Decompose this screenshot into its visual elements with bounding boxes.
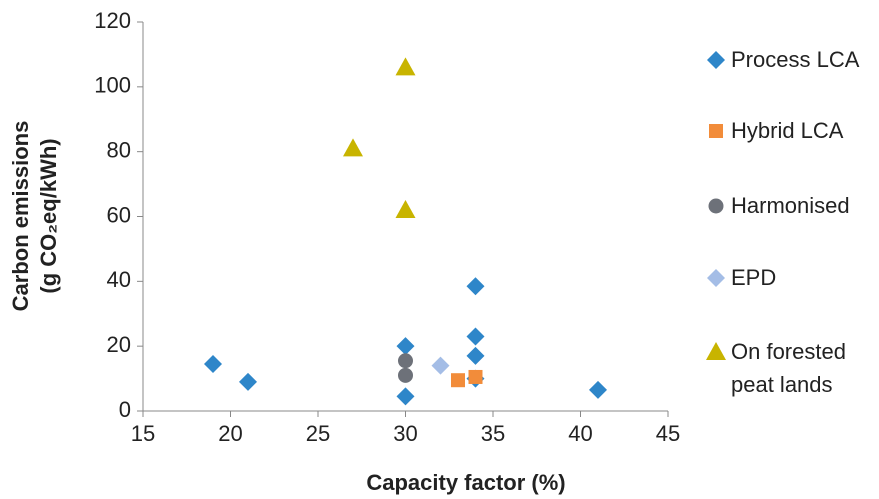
legend-label: Harmonised: [731, 193, 850, 218]
y-tick-label: 40: [107, 267, 131, 292]
y-tick-label: 0: [119, 397, 131, 422]
data-point: [396, 387, 415, 406]
data-point: [204, 354, 222, 373]
legend-marker: [709, 124, 723, 138]
data-point: [398, 367, 413, 383]
data-point: [466, 277, 485, 296]
x-axis-label: Capacity factor (%): [366, 470, 565, 495]
x-tick-label: 25: [306, 421, 330, 446]
legend-marker: [708, 198, 724, 214]
data-point: [395, 200, 416, 219]
y-axis-label: Carbon emissions: [8, 121, 33, 312]
legend-label: On forested peat lands: [731, 339, 846, 397]
legend-label: EPD: [731, 265, 777, 290]
legend-label: Hybrid LCA: [731, 118, 844, 143]
x-tick-label: 35: [481, 421, 505, 446]
data-point: [343, 138, 363, 157]
x-tick-label: 45: [656, 421, 680, 446]
data-point: [466, 327, 485, 346]
data-point: [395, 57, 416, 76]
x-tick-label: 20: [218, 421, 242, 446]
legend-marker: [706, 342, 726, 360]
data-point: [396, 337, 415, 356]
y-tick-label: 120: [94, 8, 131, 33]
x-tick-label: 40: [568, 421, 592, 446]
y-tick-label: 20: [107, 332, 131, 357]
x-tick-label: 30: [393, 421, 417, 446]
y-axis-label: (g CO₂eq/kWh): [36, 138, 61, 293]
x-tick-label: 15: [131, 421, 155, 446]
y-tick-label: 80: [107, 137, 131, 162]
data-point: [468, 369, 483, 384]
y-tick-label: 60: [107, 202, 131, 227]
data-point: [431, 356, 450, 375]
legend-marker: [707, 51, 725, 69]
data-point: [466, 346, 485, 365]
y-tick-label: 100: [94, 73, 131, 98]
data-point: [589, 380, 607, 399]
data-point: [239, 372, 257, 391]
data-point: [398, 353, 413, 369]
data-point: [451, 373, 465, 388]
legend-label: Process LCA: [731, 47, 860, 72]
legend-marker: [707, 269, 725, 287]
